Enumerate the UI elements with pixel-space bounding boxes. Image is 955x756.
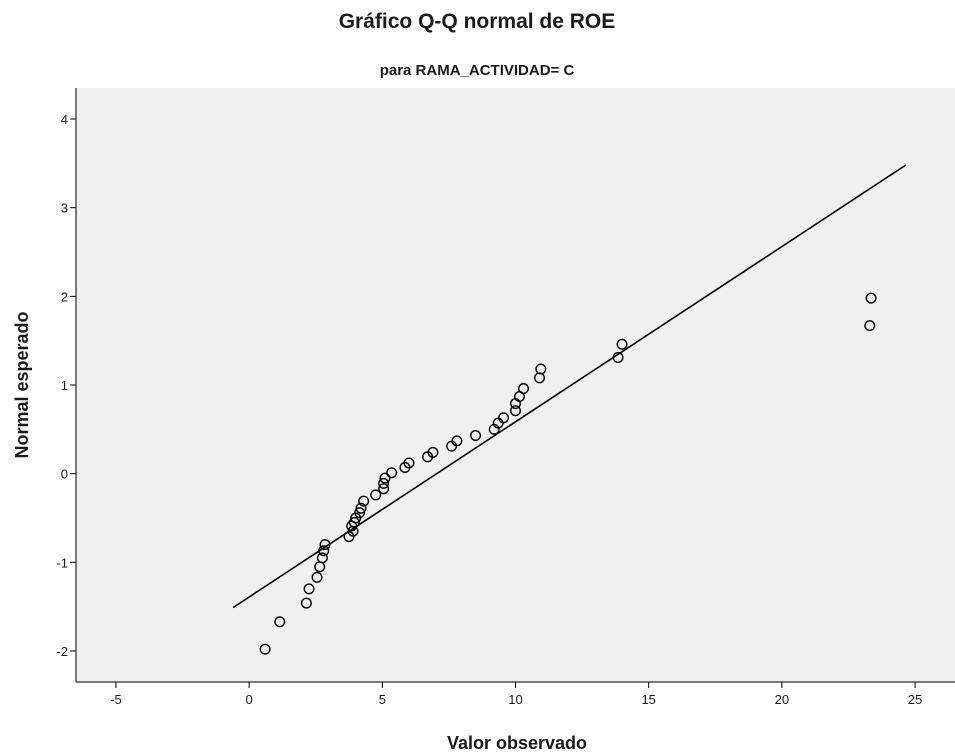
data-point: [510, 405, 522, 417]
x-axis-label: Valor observado: [447, 733, 587, 753]
data-point: [378, 483, 390, 495]
y-tick-label: 4: [61, 112, 68, 127]
data-point: [616, 338, 628, 350]
x-tick-label: 20: [775, 692, 789, 707]
data-point: [378, 477, 390, 489]
y-tick-label: 3: [61, 201, 68, 216]
y-ticks: -2 -1 0 1 2 3 4: [56, 112, 76, 659]
data-point: [311, 571, 323, 583]
x-tick-label: 10: [508, 692, 522, 707]
y-axis-label: Normal esperado: [12, 311, 32, 458]
data-point: [535, 363, 547, 375]
x-tick-label: 0: [246, 692, 253, 707]
data-point: [259, 643, 271, 655]
data-point: [316, 552, 328, 564]
data-point: [451, 435, 463, 447]
data-point: [386, 467, 398, 479]
data-points: [259, 292, 877, 655]
y-tick-label: 0: [61, 467, 68, 482]
chart-subtitle: para RAMA_ACTIVIDAD= C: [380, 62, 575, 79]
y-tick-label: 1: [61, 378, 68, 393]
data-point: [355, 502, 367, 514]
data-point: [612, 352, 624, 364]
data-point: [470, 430, 482, 442]
data-point: [348, 516, 360, 528]
y-tick-label: -2: [56, 644, 68, 659]
data-point: [865, 292, 877, 304]
data-point: [318, 545, 330, 557]
data-point: [319, 539, 331, 551]
data-point: [354, 507, 366, 519]
data-point: [517, 383, 529, 395]
data-point: [379, 472, 391, 484]
data-point: [427, 446, 439, 458]
x-tick-label: 15: [641, 692, 655, 707]
data-point: [864, 320, 876, 332]
data-point: [274, 616, 286, 628]
y-tick-label: 2: [61, 289, 68, 304]
data-point: [370, 489, 382, 501]
data-point: [498, 412, 510, 424]
chart-title: Gráfico Q-Q normal de ROE: [339, 10, 616, 33]
x-tick-label: 5: [379, 692, 386, 707]
plot-area: [76, 88, 955, 682]
x-tick-label: 25: [908, 692, 922, 707]
x-tick-label: -5: [110, 692, 122, 707]
data-point: [303, 583, 315, 595]
y-tick-label: -1: [56, 555, 68, 570]
x-ticks: -5 0 5 10 15 20 25: [110, 682, 922, 707]
data-point: [358, 495, 370, 507]
data-point: [300, 597, 312, 609]
data-point: [403, 457, 415, 469]
